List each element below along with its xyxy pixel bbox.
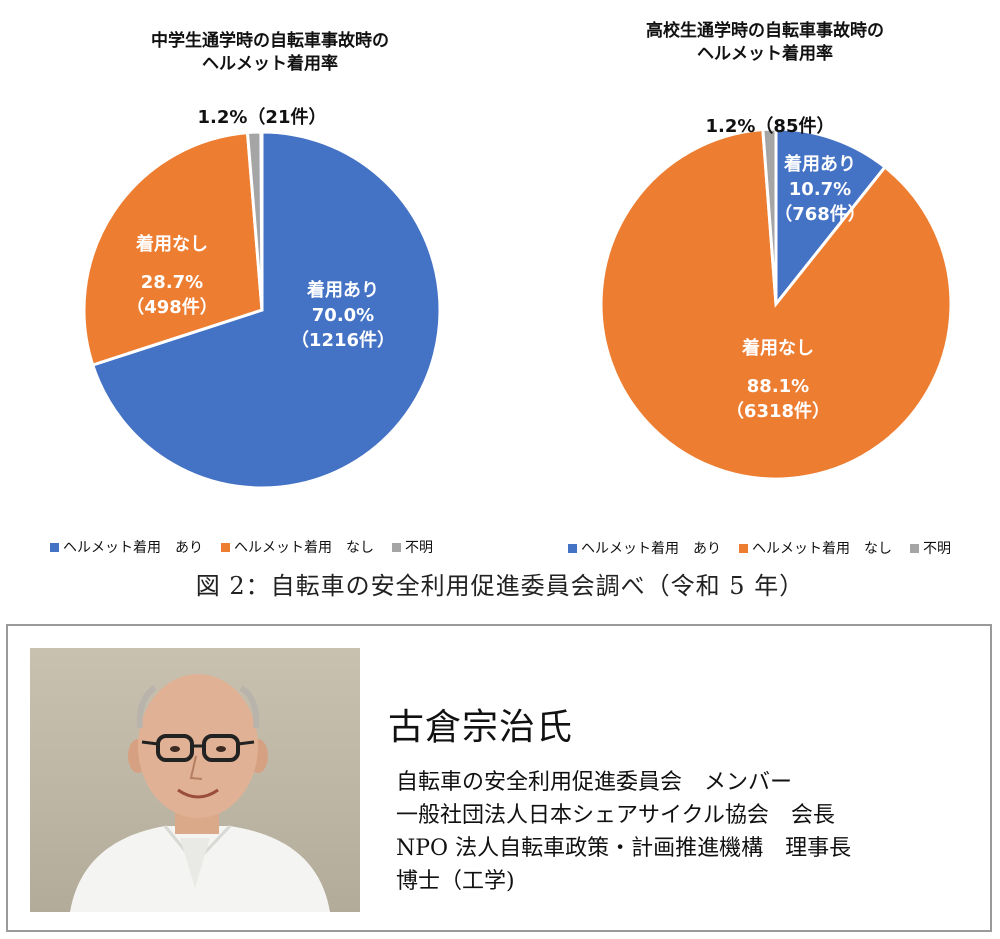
person-affiliation-3: NPO 法人自転車政策・計画推進機構 理事長 bbox=[396, 836, 852, 861]
chart2-label-unknown: 1.2%（85件） bbox=[706, 115, 835, 137]
chart2-title: 高校生通学時の自転車事故時の ヘルメット着用率 bbox=[555, 20, 975, 66]
chart1-legend-label-unknown: 不明 bbox=[405, 540, 433, 556]
chart2-slice-2 bbox=[761, 127, 778, 305]
chart1-title: 中学生通学時の自転車事故時の ヘルメット着用率 bbox=[60, 30, 480, 76]
chart2-pct-yes: 10.7% bbox=[789, 179, 851, 200]
chart1-title-line1: 中学生通学時の自転車事故時の bbox=[151, 31, 389, 51]
chart2-slice-1 bbox=[599, 127, 953, 481]
chart1-title-line2: ヘルメット着用率 bbox=[202, 54, 338, 74]
portrait-photo bbox=[30, 648, 360, 912]
chart1-pct-no: 28.7% bbox=[141, 272, 203, 293]
chart1-legend-item-no: ヘルメット着用 なし bbox=[221, 537, 374, 557]
chart2-pct-no: 88.1% bbox=[747, 376, 809, 397]
chart1-label-no: 着用なし bbox=[135, 233, 208, 255]
legend-swatch-blue bbox=[50, 542, 59, 552]
legend-swatch-orange bbox=[221, 542, 230, 552]
chart1-legend-item-unknown: 不明 bbox=[392, 537, 433, 557]
chart1-label-unknown: 1.2%（21件） bbox=[198, 106, 327, 128]
chart2-legend-item-unknown: 不明 bbox=[910, 538, 951, 558]
chart1-legend: ヘルメット着用 あり ヘルメット着用 なし 不明 bbox=[50, 537, 451, 557]
chart2-legend: ヘルメット着用 あり ヘルメット着用 なし 不明 bbox=[568, 538, 951, 558]
chart1-legend-item-yes: ヘルメット着用 あり bbox=[50, 537, 203, 557]
legend-swatch-gray bbox=[392, 542, 401, 552]
chart2-legend-label-yes: ヘルメット着用 あり bbox=[581, 541, 721, 557]
legend-swatch-orange bbox=[739, 543, 748, 553]
chart1-pie: 着用あり 70.0% （1216件） 着用なし 28.7% （498件） 1.2%（21件） bbox=[82, 106, 442, 490]
person-affiliation-2: 一般社団法人日本シェアサイクル協会 会長 bbox=[396, 803, 835, 828]
chart1-slice-0 bbox=[90, 130, 442, 490]
chart2-count-yes: （768件） bbox=[774, 203, 866, 225]
profile-box: 古倉宗治氏 自転車の安全利用促進委員会 メンバー 一般社団法人日本シェアサイクル… bbox=[6, 624, 992, 932]
chart2-title-line1: 高校生通学時の自転車事故時の bbox=[646, 21, 884, 41]
chart2-legend-label-no: ヘルメット着用 なし bbox=[752, 541, 892, 557]
chart2-legend-item-no: ヘルメット着用 なし bbox=[739, 538, 892, 558]
figure-caption: 図 2：自転車の安全利用促進委員会調べ（令和 5 年） bbox=[195, 572, 805, 600]
chart2-label-yes: 着用あり bbox=[783, 153, 856, 175]
chart2-label-no: 着用なし bbox=[741, 337, 814, 359]
chart1-legend-label-yes: ヘルメット着用 あり bbox=[63, 540, 203, 556]
chart2-legend-label-unknown: 不明 bbox=[923, 541, 951, 557]
chart1-label-yes: 着用あり bbox=[306, 279, 379, 301]
person-affiliation-1: 自転車の安全利用促進委員会 メンバー bbox=[396, 770, 793, 795]
chart2-pie: 着用あり 10.7% （768件） 着用なし 88.1% （6318件） 1.2%（85件） bbox=[599, 115, 953, 481]
chart1-pct-yes: 70.0% bbox=[312, 305, 374, 326]
chart2-legend-item-yes: ヘルメット着用 あり bbox=[568, 538, 721, 558]
chart1-legend-label-no: ヘルメット着用 なし bbox=[234, 540, 374, 556]
chart2-count-no: （6318件） bbox=[726, 400, 830, 422]
person-name: 古倉宗治氏 bbox=[388, 707, 574, 748]
person-degree: 博士（工学) bbox=[396, 869, 515, 894]
chart2-slice-0 bbox=[774, 127, 888, 309]
chart1-count-no: （498件） bbox=[126, 296, 218, 318]
chart1-slice-2 bbox=[245, 130, 264, 311]
chart1-slice-1 bbox=[82, 130, 264, 367]
legend-swatch-gray bbox=[910, 543, 919, 553]
chart1-count-yes: （1216件） bbox=[291, 329, 395, 351]
legend-swatch-blue bbox=[568, 543, 577, 553]
chart2-title-line2: ヘルメット着用率 bbox=[697, 44, 833, 64]
portrait-illustration bbox=[70, 674, 330, 912]
